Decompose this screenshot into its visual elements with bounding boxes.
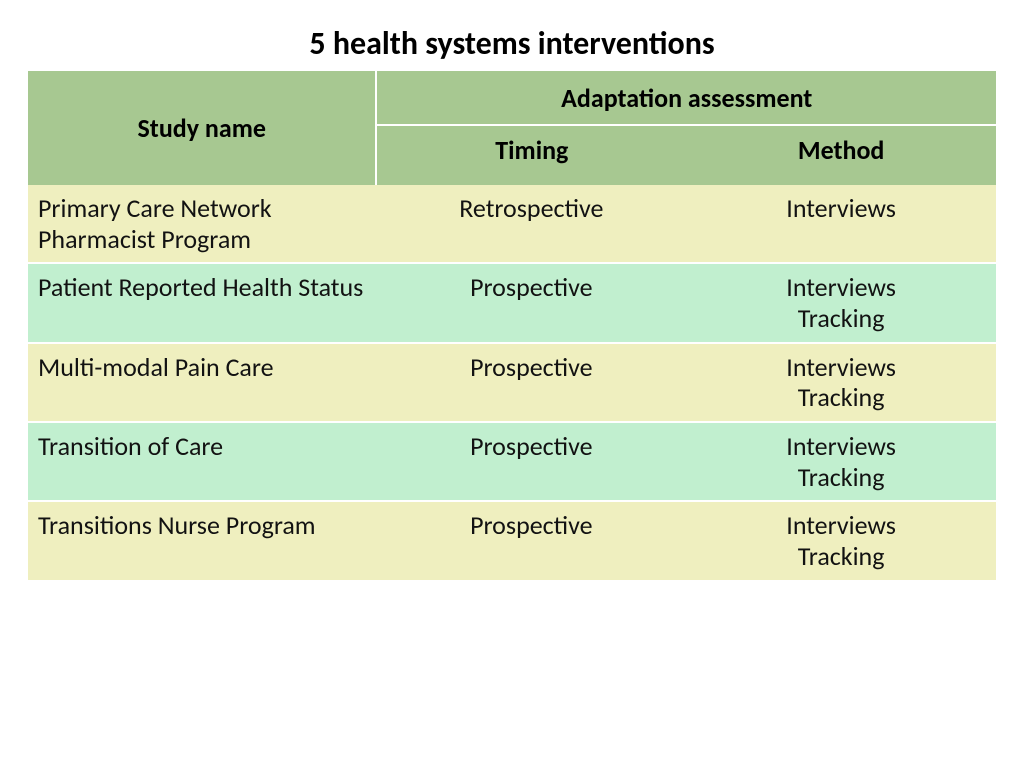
table-row: Transitions Nurse ProgramProspectiveInte… <box>28 501 996 580</box>
cell-timing: Retrospective <box>376 185 686 263</box>
page-title: 5 health systems interventions <box>28 24 996 63</box>
cell-study: Transition of Care <box>28 422 376 501</box>
method-line: Tracking <box>696 382 986 413</box>
method-text: Interviews <box>686 185 996 232</box>
method-line: Interviews <box>696 431 986 462</box>
method-line: Interviews <box>696 510 986 541</box>
method-text: InterviewsTracking <box>686 264 996 341</box>
table-header: Study name Adaptation assessment Timing … <box>28 71 996 185</box>
cell-study: Patient Reported Health Status <box>28 263 376 342</box>
timing-text: Prospective <box>376 264 686 311</box>
method-text: InterviewsTracking <box>686 502 996 579</box>
table-row: Transition of CareProspectiveInterviewsT… <box>28 422 996 501</box>
cell-study: Primary Care Network Pharmacist Program <box>28 185 376 263</box>
cell-method: InterviewsTracking <box>686 263 996 342</box>
timing-text: Prospective <box>376 502 686 549</box>
header-method-label: Method <box>686 126 996 174</box>
cell-study: Transitions Nurse Program <box>28 501 376 580</box>
study-text: Primary Care Network Pharmacist Program <box>28 185 376 262</box>
cell-method: Interviews <box>686 185 996 263</box>
header-method: Method <box>686 125 996 185</box>
header-group: Adaptation assessment <box>376 71 996 125</box>
method-line: Interviews <box>696 272 986 303</box>
header-study: Study name <box>28 71 376 185</box>
header-study-label: Study name <box>28 104 375 152</box>
header-timing-label: Timing <box>377 126 686 174</box>
cell-timing: Prospective <box>376 501 686 580</box>
cell-study: Multi-modal Pain Care <box>28 343 376 422</box>
cell-method: InterviewsTracking <box>686 501 996 580</box>
cell-timing: Prospective <box>376 343 686 422</box>
method-line: Tracking <box>696 462 986 493</box>
method-line: Tracking <box>696 303 986 334</box>
table-row: Primary Care Network Pharmacist ProgramR… <box>28 185 996 263</box>
method-text: InterviewsTracking <box>686 423 996 500</box>
study-text: Transitions Nurse Program <box>28 502 376 549</box>
method-line: Interviews <box>696 193 986 224</box>
interventions-table: Study name Adaptation assessment Timing … <box>28 71 996 582</box>
timing-text: Retrospective <box>376 185 686 232</box>
timing-text: Prospective <box>376 423 686 470</box>
study-text: Multi-modal Pain Care <box>28 344 376 391</box>
header-group-label: Adaptation assessment <box>377 74 996 122</box>
method-text: InterviewsTracking <box>686 344 996 421</box>
header-timing: Timing <box>376 125 686 185</box>
method-line: Tracking <box>696 541 986 572</box>
header-row-top: Study name Adaptation assessment <box>28 71 996 125</box>
cell-timing: Prospective <box>376 422 686 501</box>
method-line: Interviews <box>696 352 986 383</box>
table-row: Patient Reported Health StatusProspectiv… <box>28 263 996 342</box>
table-body: Primary Care Network Pharmacist ProgramR… <box>28 185 996 581</box>
cell-timing: Prospective <box>376 263 686 342</box>
cell-method: InterviewsTracking <box>686 422 996 501</box>
table-row: Multi-modal Pain CareProspectiveIntervie… <box>28 343 996 422</box>
cell-method: InterviewsTracking <box>686 343 996 422</box>
timing-text: Prospective <box>376 344 686 391</box>
study-text: Transition of Care <box>28 423 376 470</box>
study-text: Patient Reported Health Status <box>28 264 376 311</box>
